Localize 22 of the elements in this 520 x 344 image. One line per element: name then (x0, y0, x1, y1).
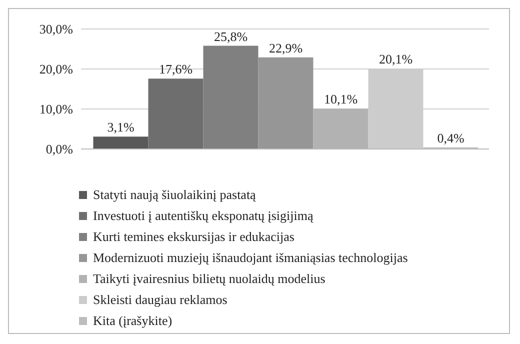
bar (148, 78, 204, 149)
data-label: 10,1% (324, 92, 358, 107)
y-tick-label: 20,0% (39, 62, 74, 77)
legend-label: Investuoti į autentiškų eksponatų įsigijimą (93, 207, 314, 225)
legend-label: Modernizuoti muziejų išnaudojant išmaniąsias technologijas (93, 249, 408, 267)
legend-label: Statyti naują šiuolaikinį pastatą (93, 186, 256, 204)
legend-label: Kurti temines ekskursijas ir edukacijas (93, 228, 294, 246)
legend-label: Taikyti įvairesnius bilietų nuolaidų modelius (93, 270, 326, 288)
data-label: 17,6% (158, 62, 193, 77)
data-label: 0,4% (437, 130, 464, 146)
data-label: 25,8% (214, 28, 248, 44)
bar (203, 46, 258, 149)
y-tick-label: 30,0% (39, 22, 74, 37)
bar (258, 57, 314, 149)
bar (93, 136, 148, 149)
y-tick-label: 0,0% (46, 142, 74, 157)
data-label: 22,9% (268, 40, 303, 56)
legend-label: Skleisti daugiau reklamos (93, 291, 228, 309)
data-label: 20,1% (378, 52, 413, 67)
y-tick-label: 10,0% (39, 102, 74, 117)
data-label: 3,1% (107, 120, 134, 135)
legend-label: Kita (įrašykite) (93, 312, 172, 330)
